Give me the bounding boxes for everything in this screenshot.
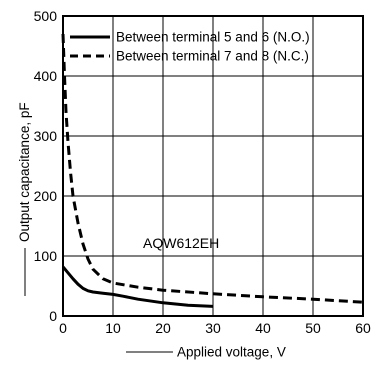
y-axis-label: Output capacitance, pF — [17, 102, 32, 242]
x-axis-label: Applied voltage, V — [177, 345, 286, 360]
x-tick-label: 50 — [305, 320, 321, 336]
series-line-no — [61, 265, 214, 308]
tick-layer: 0 10 20 30 40 50 60 0 100 200 300 400 500 — [34, 8, 371, 336]
y-tick-label: 0 — [49, 308, 57, 324]
plot-frame — [62, 15, 364, 317]
y-axis-title: Output capacitance, pF — [17, 102, 32, 296]
grid-layer — [63, 16, 363, 316]
y-tick-label: 100 — [34, 248, 58, 264]
y-tick-label: 200 — [34, 188, 58, 204]
y-tick-label: 300 — [34, 128, 58, 144]
x-tick-label: 60 — [355, 320, 371, 336]
x-tick-label: 10 — [105, 320, 121, 336]
y-tick-label: 500 — [34, 8, 58, 24]
series-layer — [61, 33, 364, 308]
x-axis-title: Applied voltage, V — [126, 345, 286, 360]
x-tick-label: 30 — [205, 320, 221, 336]
x-tick-label: 0 — [59, 320, 67, 336]
legend: Between terminal 5 and 6 (N.O.) Between … — [70, 30, 310, 64]
y-tick-label: 400 — [34, 68, 58, 84]
annotation-part-number: AQW612EH — [143, 235, 219, 251]
legend-label-no: Between terminal 5 and 6 (N.O.) — [116, 30, 310, 45]
series-line-nc — [61, 33, 364, 304]
legend-label-nc: Between terminal 7 and 8 (N.C.) — [116, 49, 309, 64]
x-tick-label: 40 — [255, 320, 271, 336]
x-tick-label: 20 — [155, 320, 171, 336]
